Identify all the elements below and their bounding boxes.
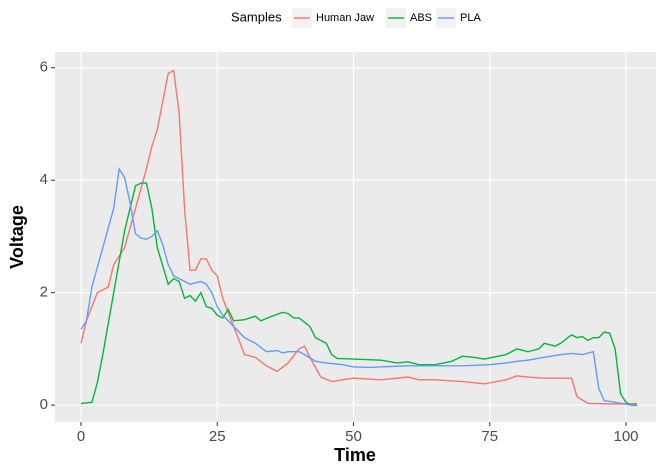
y-tick-label: 4: [40, 171, 48, 188]
y-tick-label: 2: [40, 284, 48, 301]
y-tick-label: 6: [40, 59, 48, 76]
x-tick-label: 25: [209, 428, 226, 445]
series-line: [80, 166, 638, 406]
y-axis-title: Voltage: [7, 205, 27, 269]
x-axis-title: Time: [334, 445, 376, 465]
x-tick-label: 0: [77, 428, 85, 445]
legend-label: Human Jaw: [316, 12, 374, 24]
legend-title: Samples: [231, 9, 282, 24]
series-line: [80, 182, 637, 406]
y-tick-label: 0: [40, 396, 48, 413]
x-tick-label: 50: [345, 428, 362, 445]
legend-label: PLA: [460, 12, 481, 24]
legend-label: ABS: [410, 12, 432, 24]
series-line: [80, 69, 637, 405]
x-tick-label: 75: [481, 428, 498, 445]
x-tick-label: 100: [614, 428, 639, 445]
